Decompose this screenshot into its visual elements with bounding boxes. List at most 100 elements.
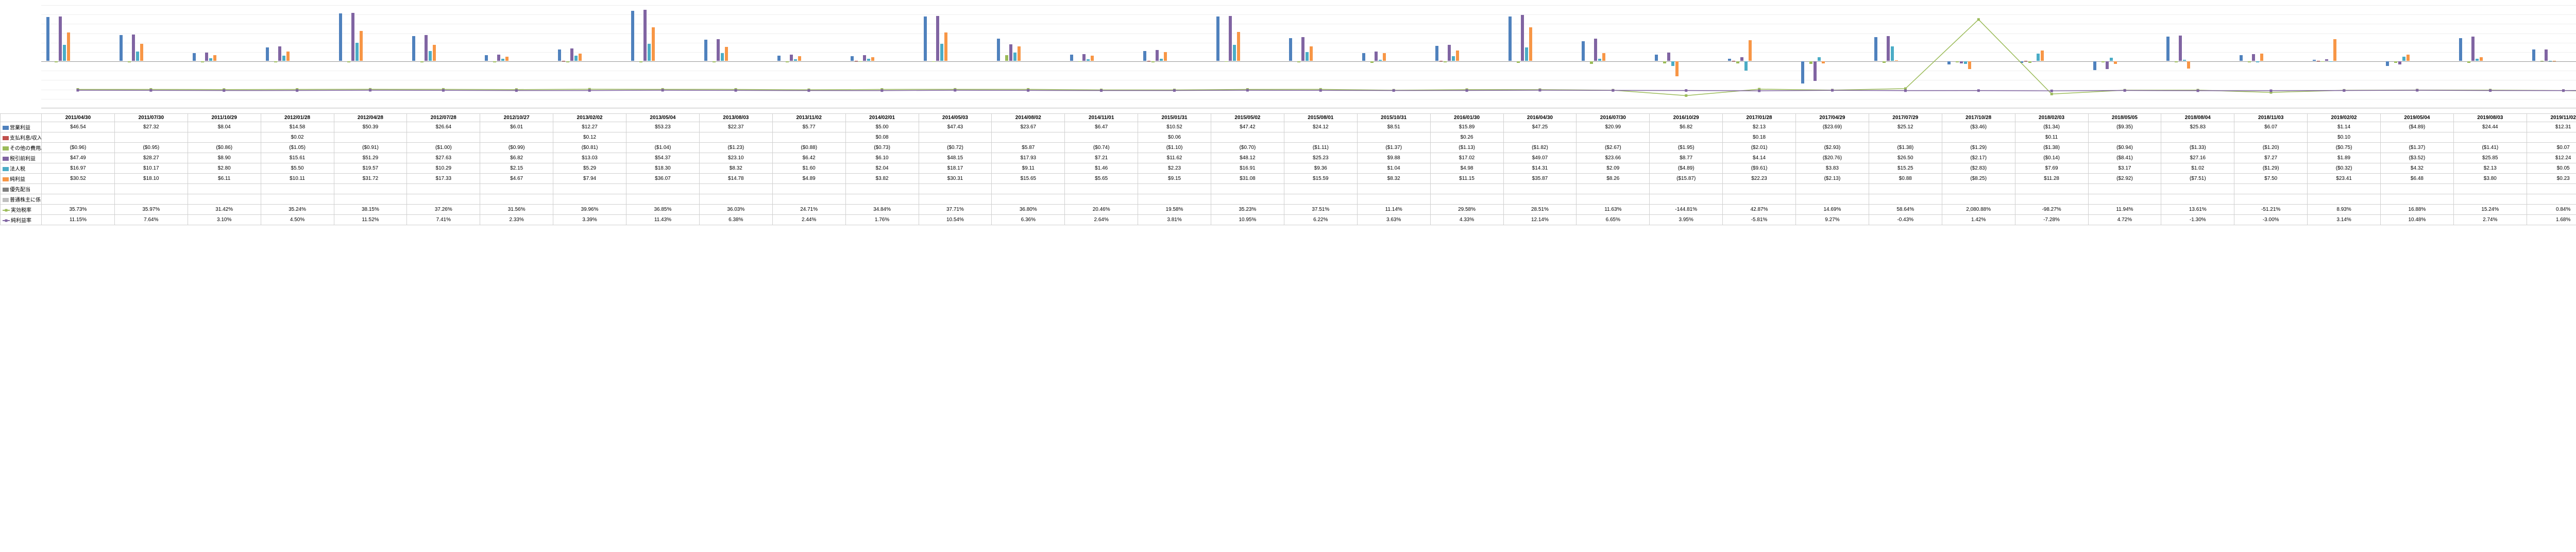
bar-pretax: [1814, 61, 1817, 81]
period-header: 2014/08/02: [992, 114, 1065, 122]
data-cell: $31.72: [334, 174, 407, 184]
bar-net_income: [2480, 57, 2483, 61]
table-row: 税引前利益$47.49$28.27$8.90$15.61$51.29$27.63…: [1, 153, 2576, 163]
data-cell: $0.10: [2308, 132, 2381, 143]
data-cell: $0.26: [1430, 132, 1503, 143]
data-cell: 3.95%: [1650, 215, 1723, 225]
period-group: [114, 5, 188, 108]
data-cell: [1869, 132, 1942, 143]
bar-tax: [1744, 61, 1748, 70]
row-label-left: 実効税率: [11, 208, 31, 213]
data-cell: [1211, 132, 1284, 143]
bar-pretax: [278, 46, 281, 61]
period-group: [480, 5, 553, 108]
data-cell: [2381, 194, 2454, 205]
data-cell: 4.33%: [1430, 215, 1503, 225]
data-cell: $14.78: [699, 174, 772, 184]
bar-net_income: [1602, 53, 1605, 61]
data-cell: [2161, 194, 2234, 205]
data-cell: $0.88: [1869, 174, 1942, 184]
data-cell: [1503, 132, 1577, 143]
period-group: [919, 5, 992, 108]
data-cell: $3.80: [2453, 174, 2527, 184]
data-cell: [2527, 194, 2576, 205]
data-cell: [1211, 194, 1284, 205]
bar-net_income: [1456, 51, 1459, 61]
data-cell: [919, 194, 992, 205]
data-cell: $15.59: [1284, 174, 1357, 184]
data-cell: [1650, 184, 1723, 194]
data-cell: [1430, 184, 1503, 194]
data-cell: $5.50: [261, 163, 334, 174]
data-cell: $1.89: [2308, 153, 2381, 163]
bar-operating_income: [266, 47, 269, 61]
chart-area: [41, 5, 2576, 108]
data-cell: $47.43: [919, 122, 992, 132]
data-cell: [845, 184, 919, 194]
data-cell: 11.15%: [42, 215, 115, 225]
bar-tax: [648, 44, 651, 61]
period-header: 2017/07/29: [1869, 114, 1942, 122]
bar-tax: [282, 56, 285, 61]
bar-other: [1956, 61, 1959, 62]
bar-operating_income: [1070, 55, 1073, 61]
data-cell: [1138, 184, 1211, 194]
data-cell: [772, 194, 845, 205]
data-cell: 19.58%: [1138, 205, 1211, 215]
bar-net_income: [2333, 39, 2336, 61]
legend-swatch: [3, 157, 9, 161]
data-cell: [1065, 194, 1138, 205]
data-cell: -1.30%: [2161, 215, 2234, 225]
period-header: 2014/05/03: [919, 114, 992, 122]
period-group: [1430, 5, 1503, 108]
data-cell: $47.42: [1211, 122, 1284, 132]
data-cell: ($1.10): [1138, 143, 1211, 153]
bar-other: [2175, 61, 2178, 62]
data-cell: 8.93%: [2308, 205, 2381, 215]
data-cell: -5.81%: [1723, 215, 1796, 225]
period-group: [2454, 5, 2527, 108]
data-cell: ($0.88): [772, 143, 845, 153]
period-header: 2018/11/03: [2234, 114, 2308, 122]
row-label-left: 純利益率: [11, 218, 31, 224]
data-cell: [407, 194, 480, 205]
bar-other: [1444, 61, 1447, 62]
data-cell: 36.85%: [626, 205, 700, 215]
data-cell: 11.14%: [1357, 205, 1430, 215]
bar-operating_income: [2313, 60, 2316, 61]
data-cell: $11.62: [1138, 153, 1211, 163]
data-cell: [1503, 184, 1577, 194]
data-cell: [2527, 184, 2576, 194]
period-group: [188, 5, 261, 108]
data-cell: [1065, 184, 1138, 194]
period-header: 2015/10/31: [1357, 114, 1430, 122]
period-header: 2018/02/03: [2015, 114, 2088, 122]
data-cell: [699, 194, 772, 205]
data-cell: 2.33%: [480, 215, 553, 225]
period-header: 2013/08/03: [699, 114, 772, 122]
data-cell: 35.97%: [114, 205, 188, 215]
data-cell: $13.03: [553, 153, 626, 163]
data-cell: $3.17: [2088, 163, 2161, 174]
bar-pretax: [1960, 61, 1963, 63]
bar-tax: [501, 59, 504, 61]
bar-other: [2102, 61, 2105, 62]
period-group: [1577, 5, 1650, 108]
period-header: 2012/04/28: [334, 114, 407, 122]
legend-swatch: [3, 136, 9, 140]
data-cell: ($0.72): [919, 143, 992, 153]
data-cell: 7.64%: [114, 215, 188, 225]
period-header: 2011/04/30: [42, 114, 115, 122]
bar-operating_income: [46, 17, 49, 61]
data-cell: [1357, 194, 1430, 205]
data-cell: $31.08: [1211, 174, 1284, 184]
bar-net_income: [1529, 27, 1532, 61]
bar-net_income: [67, 32, 70, 61]
data-cell: [1430, 194, 1503, 205]
data-cell: $5.29: [553, 163, 626, 174]
bar-other: [2394, 61, 2397, 62]
data-cell: ($0.94): [2088, 143, 2161, 153]
data-cell: $4.89: [772, 174, 845, 184]
data-cell: $1.02: [2161, 163, 2234, 174]
data-cell: $47.25: [1503, 122, 1577, 132]
